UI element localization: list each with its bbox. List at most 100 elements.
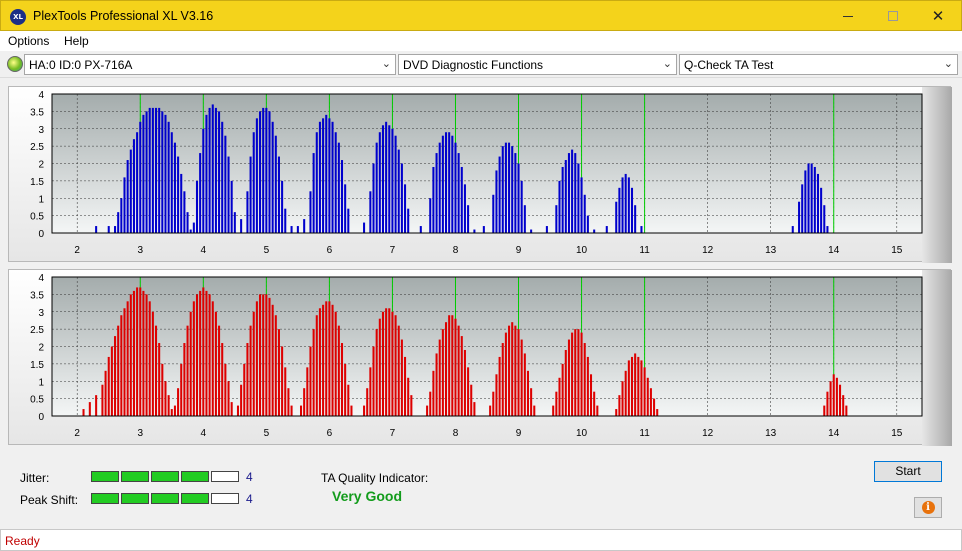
peakshift-chart-panel: 0 0.5 1 1.5 2 2.5 3 3.5 4 2 3 4 5 6 7 8 9 10 11 12 13 14 15 xyxy=(8,269,952,446)
bar xyxy=(126,301,129,416)
bar xyxy=(265,294,268,416)
function-select[interactable]: DVD Diagnostic Functions ⌄ xyxy=(398,54,677,75)
x-tick-label: 4 xyxy=(201,245,207,256)
maximize-button[interactable] xyxy=(870,1,916,31)
bar xyxy=(388,308,391,416)
plot-frame xyxy=(51,276,923,417)
bar xyxy=(284,367,287,416)
start-button[interactable]: Start xyxy=(874,461,942,482)
x-tick-label: 4 xyxy=(201,428,207,439)
bar xyxy=(224,135,227,233)
x-tick-label: 11 xyxy=(639,428,650,439)
bar xyxy=(605,226,608,233)
bar xyxy=(372,163,375,233)
bar xyxy=(290,226,293,233)
peakshift-chart: 0 0.5 1 1.5 2 2.5 3 3.5 4 2 3 4 5 6 7 8 9 10 11 12 13 14 15 xyxy=(30,270,952,446)
bar xyxy=(136,132,139,233)
bar xyxy=(804,170,807,233)
bar xyxy=(199,153,202,233)
bar xyxy=(586,215,589,233)
bar xyxy=(340,343,344,416)
bar xyxy=(571,332,574,416)
chevron-down-icon: ⌄ xyxy=(381,57,391,70)
bar xyxy=(164,114,167,233)
bar xyxy=(467,205,470,233)
bar xyxy=(577,163,580,233)
x-tick-label: 5 xyxy=(264,428,270,439)
bar xyxy=(328,118,331,233)
bar xyxy=(517,163,520,233)
toolbar: HA:0 ID:0 PX-716A ⌄ DVD Diagnostic Funct… xyxy=(0,51,962,78)
bar xyxy=(482,226,485,233)
bar xyxy=(839,384,842,416)
bar xyxy=(104,370,107,416)
bar xyxy=(95,395,98,416)
bar xyxy=(303,219,306,233)
peak-shift-value: 4 xyxy=(246,492,253,506)
bar xyxy=(580,177,583,233)
bar xyxy=(161,363,164,416)
bar xyxy=(523,353,526,416)
bar xyxy=(823,405,826,416)
results-panel: Jitter: 4 Peak Shift: 4 TA Quality Indic… xyxy=(8,452,951,525)
x-tick-label: 10 xyxy=(576,428,588,439)
bar xyxy=(583,194,586,233)
menu-options[interactable]: Options xyxy=(8,34,50,48)
bar xyxy=(268,111,271,233)
bar xyxy=(366,388,369,416)
bar xyxy=(120,315,123,416)
bar xyxy=(378,132,381,233)
x-tick-label: 10 xyxy=(576,245,588,256)
bar xyxy=(303,388,306,416)
bar xyxy=(586,356,589,416)
minimize-button[interactable] xyxy=(825,1,871,31)
side-shade xyxy=(922,87,952,263)
info-button[interactable]: i xyxy=(914,497,942,518)
bar xyxy=(139,287,142,416)
menu-help[interactable]: Help xyxy=(64,34,89,48)
drive-select[interactable]: HA:0 ID:0 PX-716A ⌄ xyxy=(24,54,396,75)
bar xyxy=(432,370,435,416)
y-tick-label: 3.5 xyxy=(30,290,44,301)
bar xyxy=(151,107,154,233)
meter-segment xyxy=(151,493,179,504)
bar xyxy=(798,201,801,233)
y-tick-label: 1.5 xyxy=(30,177,44,188)
menu-bar: Options Help xyxy=(0,31,962,51)
bar xyxy=(378,318,381,416)
bar xyxy=(810,163,813,233)
bar xyxy=(202,287,205,416)
bar xyxy=(173,142,176,233)
y-tick-label: 2 xyxy=(38,160,44,171)
bar xyxy=(511,146,514,233)
bar xyxy=(243,363,246,416)
bar xyxy=(334,132,337,233)
bar xyxy=(826,391,829,416)
bar xyxy=(504,332,507,416)
bar xyxy=(120,198,123,233)
bar xyxy=(492,391,495,416)
close-button[interactable]: ✕ xyxy=(915,1,961,31)
bar xyxy=(158,343,161,416)
bar xyxy=(148,107,151,233)
bar xyxy=(309,191,312,233)
bar xyxy=(514,325,517,416)
test-select[interactable]: Q-Check TA Test ⌄ xyxy=(679,54,958,75)
bar xyxy=(129,149,132,233)
bar xyxy=(318,308,321,416)
bar xyxy=(312,329,315,416)
bar xyxy=(526,370,530,416)
bar xyxy=(558,180,561,233)
x-tick-label: 15 xyxy=(891,245,903,256)
bar xyxy=(117,212,120,233)
bar xyxy=(845,405,848,416)
bar xyxy=(552,405,555,416)
x-tick-label: 7 xyxy=(390,428,396,439)
bar xyxy=(315,315,318,416)
bar xyxy=(530,388,533,416)
x-tick-label: 8 xyxy=(453,428,459,439)
bar xyxy=(214,107,217,233)
bar xyxy=(618,395,621,416)
x-tick-label: 9 xyxy=(516,428,522,439)
bar xyxy=(426,405,429,416)
